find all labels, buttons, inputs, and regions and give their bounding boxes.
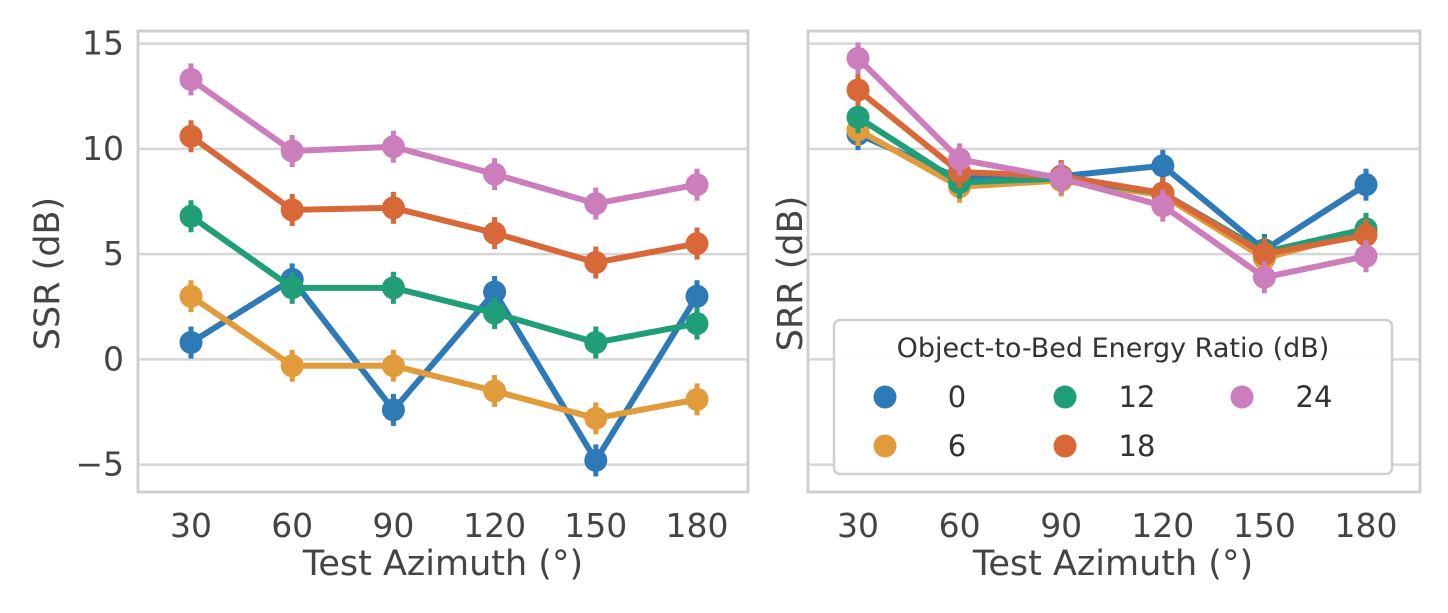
- data-point: [483, 379, 507, 403]
- data-point: [179, 331, 203, 355]
- data-point: [846, 105, 870, 129]
- x-tick-label: 60: [939, 506, 981, 545]
- x-tick-label: 150: [564, 506, 627, 545]
- y-axis-label: SSR (dB): [28, 197, 68, 350]
- data-point: [179, 124, 203, 148]
- data-point: [381, 135, 405, 159]
- data-point: [280, 354, 304, 378]
- x-tick-label: 180: [1335, 506, 1398, 545]
- x-tick-label: 120: [463, 506, 526, 545]
- x-tick-label: 30: [837, 506, 879, 545]
- data-point: [685, 284, 709, 308]
- data-point: [483, 301, 507, 325]
- series-line: [189, 133, 698, 266]
- legend-label-0: 0: [948, 380, 966, 414]
- data-point: [280, 198, 304, 222]
- x-tick-label: 180: [666, 506, 729, 545]
- data-point: [179, 284, 203, 308]
- data-point: [1252, 265, 1276, 289]
- data-point: [948, 147, 972, 171]
- plot-frame: [136, 29, 750, 494]
- series-line: [855, 56, 1367, 281]
- legend-label-18: 18: [1119, 429, 1156, 463]
- legend-marker-6: [873, 434, 897, 458]
- series-line: [189, 276, 700, 464]
- series-18: [179, 120, 709, 279]
- data-point: [280, 139, 304, 163]
- data-point: [584, 406, 608, 430]
- x-axis-label: Test Azimuth (°): [302, 544, 583, 584]
- legend-marker-24: [1230, 385, 1254, 409]
- legend-marker-12: [1053, 385, 1077, 409]
- series-6: [179, 280, 709, 435]
- data-point: [483, 221, 507, 245]
- x-tick-label: 60: [271, 506, 313, 545]
- series-line: [856, 87, 1367, 258]
- data-point: [685, 312, 709, 336]
- data-point: [846, 46, 870, 70]
- y-tick-label: 10: [82, 129, 124, 168]
- data-point: [179, 204, 203, 228]
- legend-label-6: 6: [948, 429, 966, 463]
- data-point: [381, 398, 405, 422]
- series-24: [179, 63, 709, 220]
- y-tick-label: 0: [103, 339, 124, 378]
- series-24: [846, 42, 1378, 294]
- data-point: [1354, 173, 1378, 197]
- plot-frame: [806, 29, 1422, 494]
- data-point: [685, 173, 709, 197]
- y-axis-label: SRR (dB): [771, 196, 811, 352]
- data-point: [483, 280, 507, 304]
- data-point: [584, 192, 608, 216]
- x-axis-label: Test Azimuth (°): [972, 544, 1253, 584]
- data-point: [381, 354, 405, 378]
- data-point: [381, 196, 405, 220]
- data-point: [584, 331, 608, 355]
- series-0: [179, 263, 709, 477]
- series-line: [189, 293, 698, 422]
- data-point: [685, 387, 709, 411]
- legend-marker-0: [873, 385, 897, 409]
- series-12: [179, 200, 709, 359]
- y-tick-label: 15: [82, 24, 124, 63]
- x-tick-label: 90: [1040, 506, 1082, 545]
- data-point: [1151, 154, 1175, 178]
- data-point: [1049, 166, 1073, 190]
- legend-box: [832, 318, 1394, 476]
- data-point: [1252, 242, 1276, 266]
- legend-label-24: 24: [1296, 380, 1333, 414]
- data-point: [381, 276, 405, 300]
- data-point: [179, 67, 203, 91]
- x-tick-label: 30: [170, 506, 212, 545]
- x-tick-label: 150: [1233, 506, 1296, 545]
- ssr-panel: 15 10 5 0 −5 30 60 90 120 150 180 Test Azimuth (°) S…: [28, 24, 750, 584]
- data-point: [584, 251, 608, 275]
- data-point: [846, 78, 870, 102]
- legend-marker-18: [1053, 434, 1077, 458]
- legend-title: Object-to-Bed Energy Ratio (dB): [897, 333, 1330, 364]
- data-point: [1151, 194, 1175, 218]
- x-tick-label: 90: [372, 506, 414, 545]
- data-point: [584, 448, 608, 472]
- y-tick-label: −5: [75, 445, 124, 484]
- y-tick-label: 5: [103, 234, 124, 273]
- data-point: [1354, 223, 1378, 247]
- x-tick-label: 120: [1131, 506, 1194, 545]
- data-point: [483, 162, 507, 186]
- data-point: [685, 232, 709, 256]
- legend: Object-to-Bed Energy Ratio (dB) 0 6 12 18 24: [832, 318, 1394, 476]
- legend-label-12: 12: [1119, 380, 1156, 414]
- data-point: [1354, 244, 1378, 268]
- series-line: [189, 213, 698, 346]
- data-point: [280, 276, 304, 300]
- series-line: [189, 76, 698, 207]
